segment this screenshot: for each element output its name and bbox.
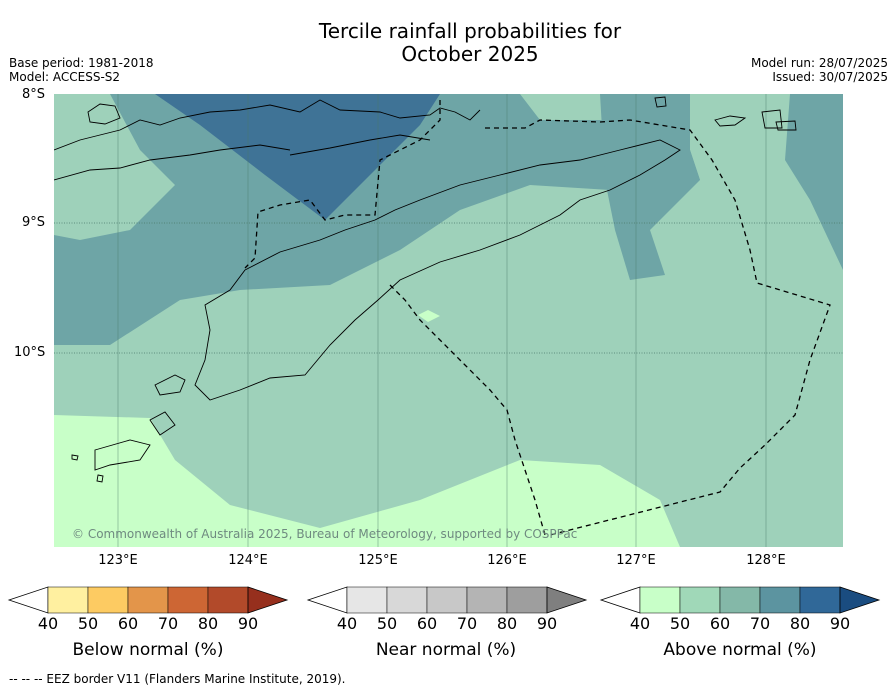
- lon-label-125e: 125°E: [358, 553, 398, 568]
- colorbar-tick-label: 80: [197, 614, 219, 633]
- meta-right: Model run: 28/07/2025 Issued: 30/07/2025: [751, 56, 888, 84]
- colorbar-arrow-left: [7, 586, 49, 614]
- colorbar-tick-label: 80: [789, 614, 811, 633]
- colorbar-label-near: Near normal (%): [375, 640, 517, 660]
- copyright-text: © Commonwealth of Australia 2025, Bureau…: [72, 527, 577, 541]
- colorbars-svg: [7, 586, 881, 614]
- colorbar-tick-label: 40: [37, 614, 59, 633]
- colorbar-near-normal: [306, 586, 588, 614]
- colorbar-below-normal: [7, 586, 289, 614]
- base-period: Base period: 1981-2018: [9, 56, 154, 70]
- colorbar-tick-label: 60: [117, 614, 139, 633]
- colorbar-swatch: [466, 586, 508, 614]
- colorbar-tick-label: 90: [829, 614, 851, 633]
- lon-label-127e: 127°E: [616, 553, 656, 568]
- lon-label-124e: 124°E: [228, 553, 268, 568]
- colorbar-swatch: [167, 586, 209, 614]
- title-line-2: October 2025: [401, 42, 539, 66]
- colorbar-swatch: [426, 586, 468, 614]
- colorbar-tick-label: 50: [376, 614, 398, 633]
- colorbar-arrow-right: [839, 586, 881, 614]
- eez-border: [244, 100, 831, 536]
- colorbar-tick-label: 60: [709, 614, 731, 633]
- colorbar-tick-label: 60: [416, 614, 438, 633]
- footer-eez-note: -- -- -- EEZ border V11 (Flanders Marine…: [9, 672, 346, 686]
- colorbar-tick-label: 70: [749, 614, 771, 633]
- colorbar-tick-label: 50: [669, 614, 691, 633]
- colorbar-tick-label: 70: [157, 614, 179, 633]
- colorbar-swatch: [759, 586, 801, 614]
- colorbar-arrow-left: [599, 586, 641, 614]
- meta-left: Base period: 1981-2018 Model: ACCESS-S2: [9, 56, 154, 84]
- colorbar-swatch: [506, 586, 548, 614]
- colorbar-swatch: [719, 586, 761, 614]
- colorbar-arrow-right: [546, 586, 588, 614]
- colorbar-swatch: [639, 586, 681, 614]
- colorbar-swatch: [207, 586, 249, 614]
- colorbar-tick-label: 70: [456, 614, 478, 633]
- coastlines: [54, 96, 797, 483]
- lon-label-126e: 126°E: [487, 553, 527, 568]
- colorbar-label-above: Above normal (%): [663, 640, 817, 660]
- lon-label-123e: 123°E: [98, 553, 138, 568]
- title-line-1: Tercile rainfall probabilities for: [318, 19, 622, 43]
- colorbar-tick-label: 50: [77, 614, 99, 633]
- colorbar-swatch: [87, 586, 129, 614]
- region-above-40-spot: [418, 310, 440, 322]
- model-name: Model: ACCESS-S2: [9, 70, 121, 84]
- region-above-70: [155, 94, 440, 220]
- issued-date: Issued: 30/07/2025: [772, 70, 888, 84]
- lat-label-10s: 10°S: [14, 345, 46, 360]
- region-above-40-south: [54, 415, 680, 547]
- region-above-50-nw: [54, 94, 175, 240]
- page-title: Tercile rainfall probabilities for Octob…: [0, 20, 896, 66]
- region-above-60-far-east: [785, 94, 843, 270]
- region-above-60-east: [600, 94, 700, 280]
- colorbar-swatch: [127, 586, 169, 614]
- lat-label-8s: 8°S: [22, 87, 46, 102]
- lat-label-9s: 9°S: [22, 215, 46, 230]
- model-run: Model run: 28/07/2025: [750, 56, 888, 70]
- colorbar-swatch: [47, 586, 89, 614]
- colorbar-tick-label: 90: [237, 614, 259, 633]
- colorbar-label-below: Below normal (%): [72, 640, 224, 660]
- colorbar-swatch: [799, 586, 841, 614]
- meridians: [117, 94, 767, 547]
- lon-label-128e: 128°E: [746, 553, 786, 568]
- colorbar-swatch: [679, 586, 721, 614]
- colorbar-swatch: [386, 586, 428, 614]
- colorbar-above-normal: [599, 586, 881, 614]
- map-area: © Commonwealth of Australia 2025, Bureau…: [54, 94, 843, 547]
- colorbar-tick-label: 40: [336, 614, 358, 633]
- colorbar-arrow-right: [247, 586, 289, 614]
- colorbar-arrow-left: [306, 586, 348, 614]
- colorbar-tick-label: 90: [536, 614, 558, 633]
- graticule: [54, 222, 843, 354]
- colorbar-tick-label: 40: [629, 614, 651, 633]
- colorbar-swatch: [346, 586, 388, 614]
- colorbar-tick-label: 80: [496, 614, 518, 633]
